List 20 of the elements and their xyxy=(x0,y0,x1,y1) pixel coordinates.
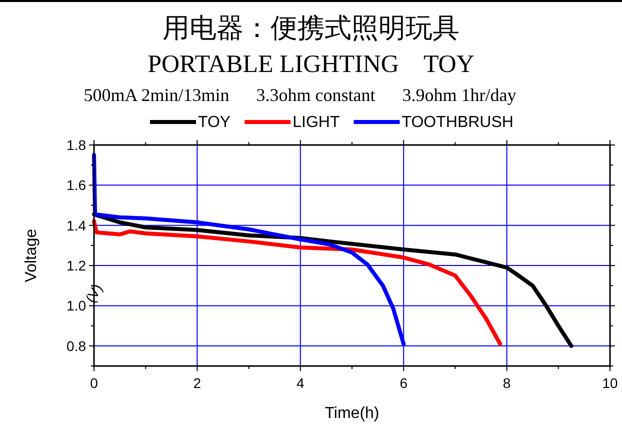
y-tick-label: 0.8 xyxy=(66,338,86,354)
chart-subtitle: PORTABLE LIGHTING TOY xyxy=(148,51,474,78)
legend-label: LIGHT xyxy=(292,114,340,131)
legend-label: TOOTHBRUSH xyxy=(402,114,514,131)
x-tick-label: 4 xyxy=(296,375,304,391)
y-tick-label: 1.8 xyxy=(66,137,86,153)
legend-label: TOY xyxy=(198,114,231,131)
chart-title: 用电器：便携式照明玩具 xyxy=(162,13,460,43)
x-tick-label: 2 xyxy=(193,375,202,391)
x-tick-label: 10 xyxy=(602,375,618,391)
y-axis-title: Voltage xyxy=(23,228,40,282)
y-tick-label: 1.0 xyxy=(66,298,86,314)
x-tick-label: 8 xyxy=(502,375,511,391)
x-tick-label: 6 xyxy=(400,375,408,391)
text: 500mA 2min/13min 3.3ohm constant 3.9ohm 1hr/day xyxy=(84,85,516,105)
x-axis-title: Time(h) xyxy=(324,405,380,422)
y-tick-label: 1.6 xyxy=(66,177,86,194)
x-tick-label: 0 xyxy=(90,375,98,391)
y-tick-label: 1.2 xyxy=(66,258,86,274)
y-tick-label: 1.4 xyxy=(66,217,86,234)
